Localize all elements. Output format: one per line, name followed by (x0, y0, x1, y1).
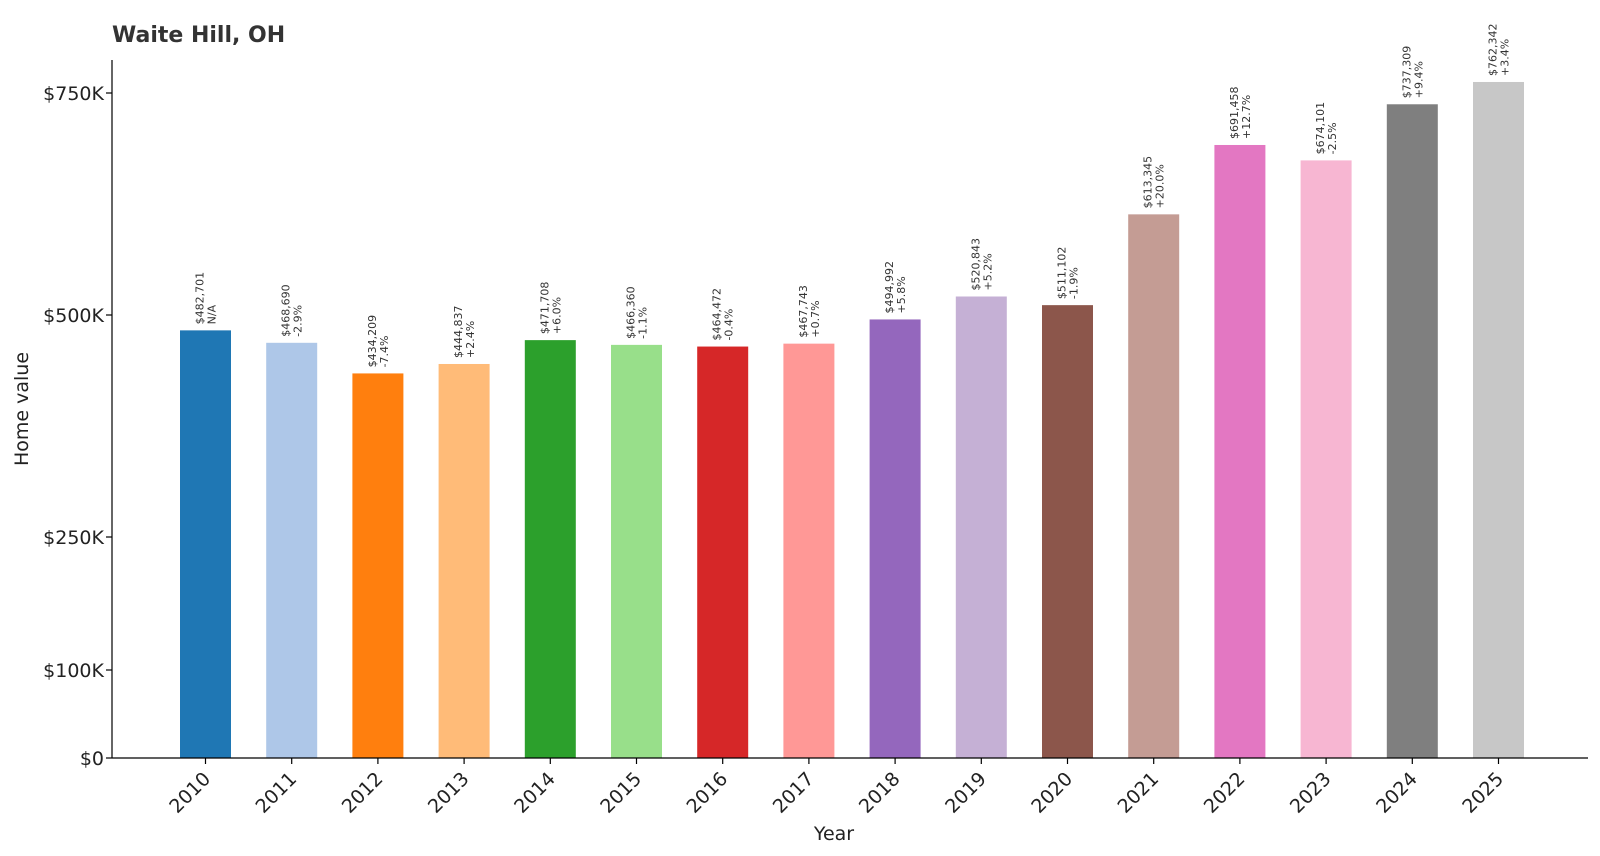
bar (266, 342, 318, 758)
bar-value-label: $494,992 (883, 261, 896, 314)
bar (611, 344, 662, 758)
x-tick-label: 2010 (165, 768, 215, 818)
bar (1473, 81, 1524, 759)
y-axis-label: Home value (11, 352, 33, 466)
y-tick-label: $0 (80, 748, 104, 770)
bar-change-label: +5.8% (895, 276, 908, 313)
bar-annotation: $434,209 -7.4% (366, 315, 391, 368)
bar-value-label: $466,360 (625, 286, 638, 339)
bar-value-label: $468,690 (280, 284, 293, 337)
bars-group (180, 81, 1524, 759)
bar-change-label: -1.9% (1068, 267, 1081, 299)
bar-annotation: $467,743 +0.7% (797, 285, 822, 338)
bar-change-label: +0.7% (809, 300, 822, 337)
bar-value-label: $471,708 (538, 282, 551, 335)
bar (955, 296, 1007, 758)
bar-change-label: -0.4% (723, 309, 736, 341)
bar-annotation: $613,345 +20.0% (1142, 156, 1167, 209)
bar-annotation: $468,690 -2.9% (280, 284, 305, 337)
bar-annotation: $691,458 +12.7% (1228, 86, 1253, 139)
y-axis: $0 $100K $250K $500K $750K (43, 60, 113, 770)
x-tick-label: 2019 (941, 768, 991, 818)
bar-change-label: +3.4% (1499, 39, 1512, 76)
bar-annotation: $471,708 +6.0% (538, 282, 563, 335)
x-axis: 2010 2011 2012 2013 2014 2015 2016 2017 2018 2019… (112, 757, 1588, 818)
x-tick-label: 2024 (1372, 768, 1422, 818)
x-tick-label: 2011 (251, 768, 301, 818)
x-tick-label: 2021 (1113, 768, 1163, 818)
bar-change-label: +9.4% (1412, 61, 1425, 98)
bar (783, 343, 835, 758)
x-tick-label: 2018 (855, 768, 905, 818)
y-tick-label: $500K (43, 305, 104, 327)
y-tick-label: $100K (43, 660, 104, 682)
bar-change-label: +5.2% (981, 253, 994, 290)
bar-value-label: $464,472 (711, 288, 724, 341)
bar-change-label: +12.7% (1240, 95, 1253, 139)
bar-change-label: -2.9% (292, 305, 305, 337)
x-tick-label: 2014 (510, 768, 560, 818)
bar-change-label: -1.1% (637, 307, 650, 339)
bar (352, 373, 404, 758)
bar-change-label: +6.0% (550, 297, 563, 334)
bar (180, 330, 231, 758)
bar-change-label: -7.4% (378, 336, 391, 368)
bar-annotation: $494,992 +5.8% (883, 261, 908, 314)
chart-title: Waite Hill, OH (112, 23, 285, 48)
bar-value-label: $444,837 (452, 305, 465, 358)
bar (697, 346, 749, 758)
x-tick-label: 2016 (682, 768, 732, 818)
bar (1214, 144, 1266, 758)
x-tick-label: 2022 (1200, 768, 1250, 818)
bar-change-label: +2.4% (464, 321, 477, 358)
bar-value-label: $691,458 (1228, 86, 1241, 139)
bar-value-label: $613,345 (1142, 156, 1155, 209)
bar-annotation: $737,309 +9.4% (1400, 46, 1425, 99)
bar-annotation: $482,701 N/A (194, 272, 219, 325)
bar-change-label: -2.5% (1326, 122, 1339, 154)
bar-annotation: $464,472 -0.4% (711, 288, 736, 341)
bar-value-label: $467,743 (797, 285, 810, 338)
bar-change-label: N/A (206, 304, 219, 324)
bar-annotation: $762,342 +3.4% (1487, 23, 1512, 76)
bar-value-label: $434,209 (366, 315, 379, 368)
bar (1300, 160, 1352, 758)
bar-annotation: $511,102 -1.9% (1056, 247, 1081, 300)
bar-change-label: +20.0% (1154, 164, 1167, 208)
bar (524, 340, 576, 758)
bar-annotation: $466,360 -1.1% (625, 286, 650, 339)
x-tick-label: 2012 (338, 768, 388, 818)
x-tick-label: 2013 (424, 768, 474, 818)
x-tick-label: 2020 (1027, 768, 1077, 818)
x-tick-label: 2015 (596, 768, 646, 818)
y-tick-label: $250K (43, 527, 104, 549)
bar-value-label: $674,101 (1314, 102, 1327, 155)
bar-value-label: $482,701 (194, 272, 207, 325)
bar-value-label: $520,843 (969, 238, 982, 291)
bar-value-label: $511,102 (1056, 247, 1069, 300)
y-tick-label: $750K (43, 83, 104, 105)
bar-labels-group: $482,701 N/A $468,690 -2.9% $434,209 -7.4% $44… (194, 23, 1512, 367)
bar-value-label: $737,309 (1400, 46, 1413, 99)
x-tick-label: 2017 (769, 768, 819, 818)
bar (1128, 214, 1180, 759)
x-tick-label: 2025 (1458, 768, 1508, 818)
bar-annotation: $444,837 +2.4% (452, 305, 477, 358)
bar (438, 363, 490, 758)
bar-annotation: $674,101 -2.5% (1314, 102, 1339, 155)
bar (1386, 104, 1438, 759)
bar-annotation: $520,843 +5.2% (969, 238, 994, 291)
x-tick-label: 2023 (1286, 768, 1336, 818)
bar (869, 319, 921, 758)
bar-value-label: $762,342 (1487, 23, 1500, 76)
x-axis-label: Year (813, 823, 854, 845)
bar (1042, 305, 1093, 758)
